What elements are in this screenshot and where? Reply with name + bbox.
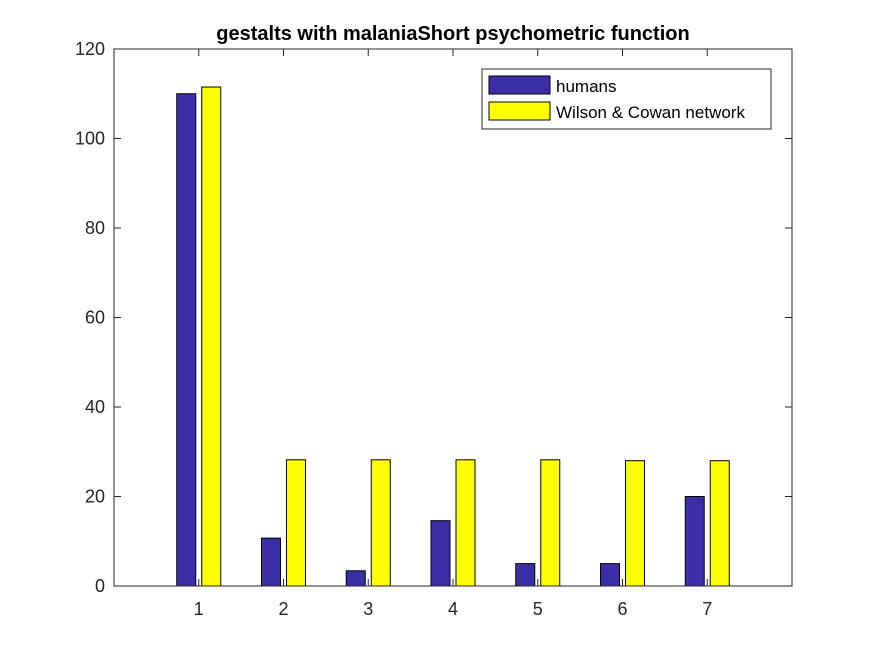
x-tick-label: 7 — [702, 599, 712, 619]
legend-label-wilson-cowan: Wilson & Cowan network — [556, 103, 745, 122]
bar-humans-5 — [515, 563, 536, 587]
bar-humans-2 — [261, 537, 281, 587]
x-tick-label: 4 — [448, 599, 458, 619]
bar-humans-1 — [176, 93, 197, 587]
y-tick-label: 100 — [75, 129, 105, 149]
bar-wilson-cowan-6 — [625, 460, 645, 587]
legend-swatch-wilson-cowan — [488, 101, 551, 121]
ticks-group: 1 2 3 4 5 6 7 0 20 40 60 80 100 120 — [75, 39, 792, 619]
y-tick-label: 120 — [75, 39, 105, 59]
bar-wilson-cowan-4 — [455, 459, 476, 587]
legend-swatch-humans — [488, 75, 551, 95]
x-tick-label: 5 — [533, 599, 543, 619]
chart-title: gestalts with malaniaShort psychometric … — [216, 23, 689, 45]
x-tick-label: 6 — [617, 599, 627, 619]
y-tick-label: 0 — [95, 576, 105, 596]
bar-humans-3 — [345, 570, 366, 587]
bar-wilson-cowan-3 — [370, 459, 391, 587]
y-tick-label: 80 — [85, 218, 105, 238]
bar-humans-6 — [600, 563, 620, 587]
bars-group — [176, 86, 730, 587]
bar-wilson-cowan-5 — [540, 459, 561, 587]
bar-wilson-cowan-2 — [286, 459, 306, 587]
bar-humans-7 — [684, 496, 705, 587]
bar-wilson-cowan-1 — [201, 86, 222, 587]
legend-label-humans: humans — [556, 77, 616, 96]
x-tick-label: 2 — [278, 599, 288, 619]
bar-humans-4 — [430, 520, 451, 587]
legend: humans Wilson & Cowan network — [481, 68, 772, 130]
x-tick-label: 3 — [363, 599, 373, 619]
x-tick-label: 1 — [194, 599, 204, 619]
y-tick-label: 60 — [85, 308, 105, 328]
y-tick-label: 40 — [85, 397, 105, 417]
y-tick-label: 20 — [85, 487, 105, 507]
bar-wilson-cowan-7 — [709, 460, 730, 587]
